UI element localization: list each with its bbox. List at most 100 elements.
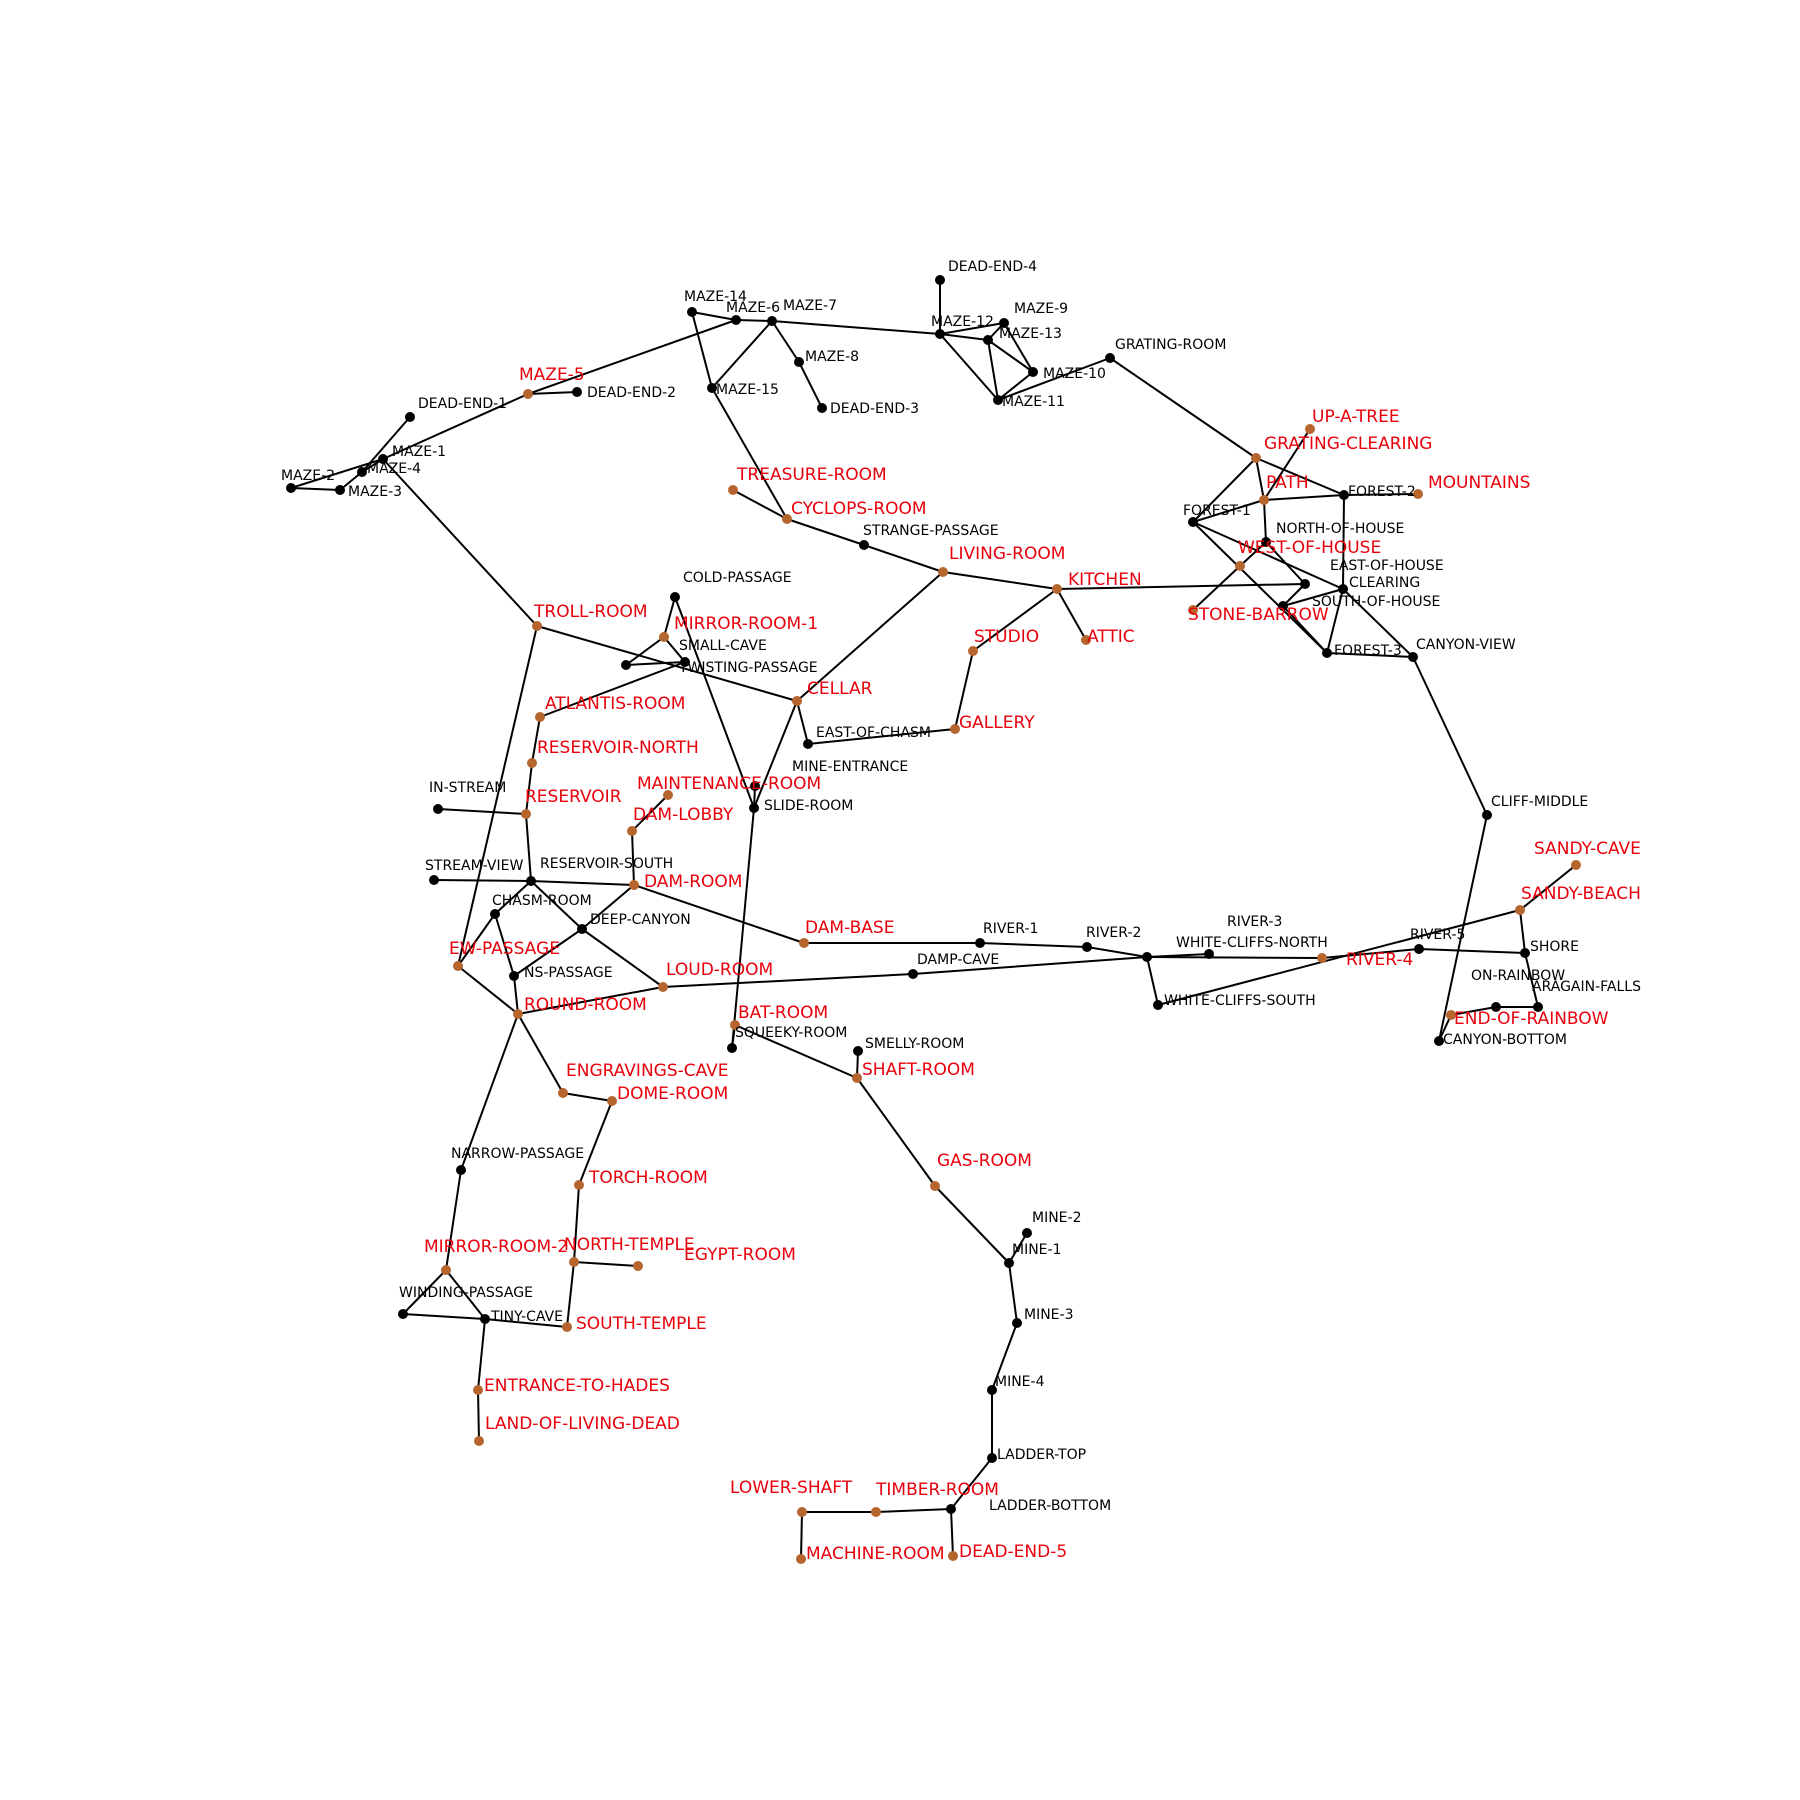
node-label-smelly-room: SMELLY-ROOM xyxy=(865,1036,964,1052)
node-timber-room xyxy=(871,1507,881,1517)
node-label-white-cliffs-south: WHITE-CLIFFS-SOUTH xyxy=(1164,993,1316,1009)
node-troll-room xyxy=(532,621,542,631)
edge-west-of-house--stone-barrow xyxy=(1192,565,1241,611)
edge-path--forest-2 xyxy=(1263,494,1345,501)
edge-cyclops-room--strange-passage xyxy=(786,518,865,546)
node-label-south-of-house: SOUTH-OF-HOUSE xyxy=(1312,594,1440,610)
node-river-4 xyxy=(1317,953,1327,963)
node-mine-1 xyxy=(1004,1258,1014,1268)
node-land-of-living-dead xyxy=(474,1436,484,1446)
node-dam-base xyxy=(799,938,809,948)
node-label-sandy-cave: SANDY-CAVE xyxy=(1534,839,1641,859)
node-twisting-passage xyxy=(621,660,631,670)
edge-winding-passage--tiny-cave xyxy=(402,1313,486,1320)
node-aragain-falls xyxy=(1533,1002,1543,1012)
node-shaft-room xyxy=(852,1073,862,1083)
edge-maze-5--maze-1 xyxy=(382,393,529,460)
node-smelly-room xyxy=(853,1046,863,1056)
graph-edges xyxy=(290,280,1577,1560)
node-stream-view xyxy=(429,875,439,885)
node-mirror-room-2 xyxy=(441,1265,451,1275)
edge-loud-room--damp-cave xyxy=(662,973,914,988)
node-winding-passage xyxy=(398,1309,408,1319)
edge-maze-7--maze-8 xyxy=(771,320,800,363)
node-forest-3 xyxy=(1322,648,1332,658)
edge-reservoir-north--reservoir xyxy=(525,762,533,815)
node-label-squeeky-room: SQUEEKY-ROOM xyxy=(735,1025,847,1041)
node-label-atlantis-room: ATLANTIS-ROOM xyxy=(545,694,685,714)
node-strange-passage xyxy=(859,540,869,550)
edge-maze-14--maze-6 xyxy=(691,311,737,321)
node-maze-13 xyxy=(983,335,993,345)
edge-maze-14--maze-15 xyxy=(691,311,713,389)
node-mountains xyxy=(1413,489,1423,499)
edge-maze-9--maze-10 xyxy=(1003,322,1034,373)
node-label-maze-4: MAZE-4 xyxy=(367,461,421,477)
node-south-temple xyxy=(562,1322,572,1332)
node-label-forest-2: FOREST-2 xyxy=(1348,484,1416,500)
node-shore xyxy=(1520,948,1530,958)
edge-grating-clearing--forest-2 xyxy=(1255,457,1345,496)
edge-ladder-bottom--timber-room xyxy=(875,1508,952,1513)
edge-sandy-beach--sandy-cave xyxy=(1519,864,1577,911)
node-label-reservoir-south: RESERVOIR-SOUTH xyxy=(540,856,673,872)
node-label-north-of-house: NORTH-OF-HOUSE xyxy=(1276,521,1404,537)
node-label-ew-passage: EW-PASSAGE xyxy=(449,939,560,959)
node-label-strange-passage: STRANGE-PASSAGE xyxy=(863,523,999,539)
node-reservoir xyxy=(521,809,531,819)
edge-maze-8--dead-end-3 xyxy=(798,361,823,409)
node-east-of-house xyxy=(1300,579,1310,589)
node-river-3 xyxy=(1142,952,1152,962)
node-egypt-room xyxy=(633,1261,643,1271)
node-mine-4 xyxy=(987,1385,997,1395)
node-label-stone-barrow: STONE-BARROW xyxy=(1188,605,1329,625)
node-machine-room xyxy=(796,1554,806,1564)
edge-end-of-rainbow--on-rainbow xyxy=(1450,1006,1497,1016)
node-label-up-a-tree: UP-A-TREE xyxy=(1312,407,1400,427)
edge-living-room--kitchen xyxy=(942,571,1058,590)
edge-canyon-view--cliff-middle xyxy=(1412,656,1488,816)
node-label-egypt-room: EGYPT-ROOM xyxy=(684,1245,796,1265)
node-label-studio: STUDIO xyxy=(974,627,1039,647)
node-label-troll-room: TROLL-ROOM xyxy=(533,602,648,622)
edge-clearing--forest-3 xyxy=(1326,588,1344,654)
edge-dam-lobby--dam-room xyxy=(631,830,635,886)
edge-chasm-room--ns-passage xyxy=(494,913,515,977)
node-maze-7 xyxy=(767,316,777,326)
node-label-river-1: RIVER-1 xyxy=(983,921,1038,937)
edge-ns-passage--round-room xyxy=(513,975,519,1015)
node-label-maze-12: MAZE-12 xyxy=(931,314,994,330)
node-up-a-tree xyxy=(1305,424,1315,434)
node-mine-3 xyxy=(1012,1318,1022,1328)
edge-maze-6--maze-5 xyxy=(527,319,737,395)
node-maze-6 xyxy=(731,315,741,325)
node-sandy-cave xyxy=(1571,860,1581,870)
edge-atlantis-room--reservoir-north xyxy=(531,716,541,764)
node-river-2 xyxy=(1082,942,1092,952)
edge-ew-passage--round-room xyxy=(457,965,519,1015)
node-label-reservoir: RESERVOIR xyxy=(525,787,622,807)
node-maze-9 xyxy=(999,318,1009,328)
node-dam-room xyxy=(629,880,639,890)
edge-engravings-cave--dome-room xyxy=(562,1092,613,1102)
edge-chasm-room--ew-passage xyxy=(457,913,496,967)
node-deep-canyon xyxy=(577,924,587,934)
node-kitchen xyxy=(1052,584,1062,594)
edge-forest-2--clearing xyxy=(1342,494,1345,590)
node-north-temple xyxy=(569,1257,579,1267)
node-label-east-of-house: EAST-OF-HOUSE xyxy=(1330,558,1444,574)
edge-loud-room--round-room xyxy=(517,986,664,1015)
edge-mine-1--mine-3 xyxy=(1008,1262,1018,1324)
edge-maze-12--maze-13 xyxy=(939,333,989,341)
node-label-aragain-falls: ARAGAIN-FALLS xyxy=(1532,979,1641,995)
node-label-dead-end-2: DEAD-END-2 xyxy=(587,385,676,401)
edge-slide-room--squeeky-room xyxy=(731,807,755,1049)
node-label-shore: SHORE xyxy=(1530,939,1579,955)
edge-north-temple--south-temple xyxy=(566,1261,575,1328)
node-label-maze-11: MAZE-11 xyxy=(1002,394,1065,410)
edge-maze-15--cyclops-room xyxy=(711,387,788,520)
node-maze-12 xyxy=(935,329,945,339)
node-label-end-of-rainbow: END-OF-RAINBOW xyxy=(1454,1009,1609,1029)
edge-maze-13--maze-11 xyxy=(987,339,999,401)
